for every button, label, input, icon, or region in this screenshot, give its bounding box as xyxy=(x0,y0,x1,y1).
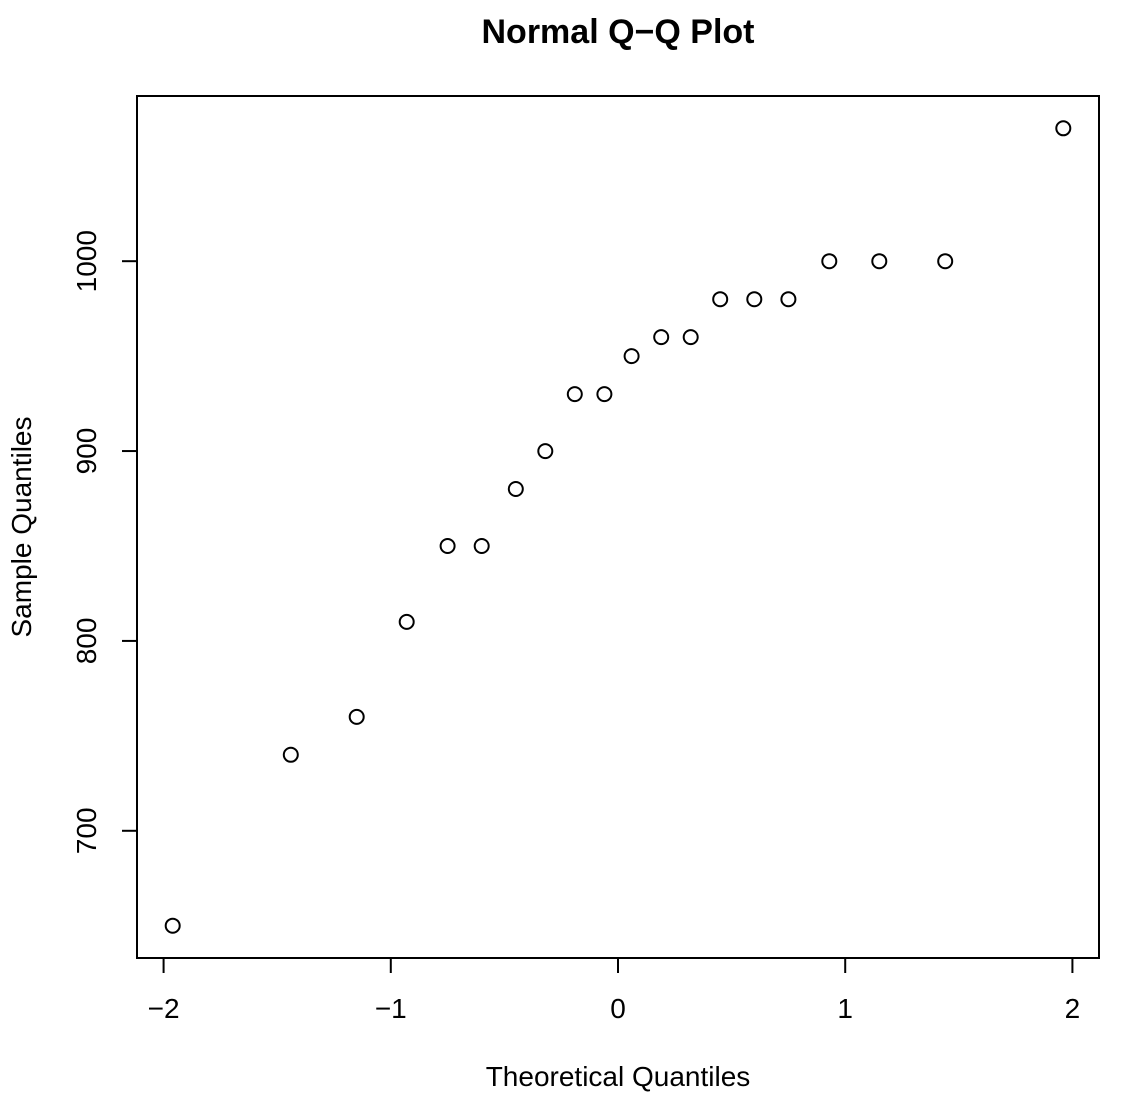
data-point xyxy=(937,253,954,270)
x-axis-tick-label: −1 xyxy=(375,993,407,1024)
x-axis-tick-label: 1 xyxy=(837,993,853,1024)
data-point xyxy=(566,386,583,403)
data-point xyxy=(712,291,729,308)
data-point xyxy=(473,538,490,554)
data-point xyxy=(746,291,763,308)
data-point xyxy=(871,253,888,270)
data-point xyxy=(537,443,554,460)
data-point xyxy=(164,917,181,934)
data-point xyxy=(1055,120,1072,137)
y-axis-tick-label: 1000 xyxy=(71,230,102,292)
y-axis: 700 800 900 1000 xyxy=(71,230,137,854)
x-axis: −2 −1 0 1 2 xyxy=(148,958,1081,1024)
data-point xyxy=(653,329,670,346)
data-points xyxy=(164,120,1072,934)
data-point xyxy=(596,386,613,403)
data-point xyxy=(282,746,299,763)
data-point xyxy=(439,538,456,554)
chart-title: Normal Q−Q Plot xyxy=(482,13,755,51)
x-axis-label: Theoretical Quantiles xyxy=(486,1061,751,1092)
data-point xyxy=(507,481,524,497)
data-point xyxy=(682,329,699,346)
x-axis-tick-label: −2 xyxy=(148,993,180,1024)
data-point xyxy=(398,613,415,630)
data-point xyxy=(821,253,838,270)
x-axis-tick-label: 0 xyxy=(610,993,626,1024)
data-point xyxy=(623,348,640,365)
y-axis-tick-label: 900 xyxy=(71,428,102,475)
y-axis-label: Sample Quantiles xyxy=(6,416,37,637)
data-point xyxy=(780,291,797,308)
data-point xyxy=(348,708,365,725)
plot-area-border xyxy=(136,95,1100,959)
y-axis-tick-label: 800 xyxy=(71,618,102,665)
x-axis-tick-label: 2 xyxy=(1065,993,1081,1024)
y-axis-tick-label: 700 xyxy=(71,807,102,854)
